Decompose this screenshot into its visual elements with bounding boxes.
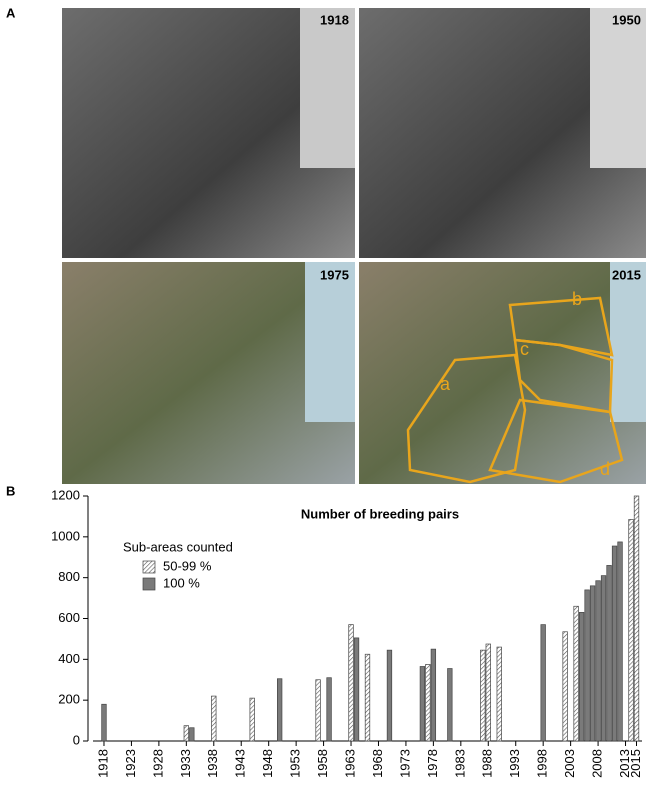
zone-label: d [600,459,610,479]
photo-year: 1975 [320,267,349,282]
sea [590,8,646,168]
bar [190,728,195,741]
y-tick-label: 400 [58,651,80,666]
bar [316,680,321,741]
x-tick-label: 1968 [370,749,385,778]
x-tick-label: 2008 [590,749,605,778]
x-tick-label: 1933 [178,749,193,778]
bar [102,704,107,741]
bar [612,546,617,741]
bar [431,649,436,741]
bar [607,565,612,741]
x-tick-label: 1938 [205,749,220,778]
bar [486,644,491,741]
x-tick-label: 1923 [123,749,138,778]
x-tick-label: 2015 [628,749,643,778]
bar [574,606,579,741]
panel-label: B [6,483,15,498]
bar [590,586,595,741]
bar [480,650,485,741]
bar [541,625,546,741]
legend-title: Sub-areas counted [123,539,233,554]
x-tick-label: 1998 [535,749,550,778]
bar [387,650,392,741]
bar [634,496,639,741]
bar [250,698,255,741]
bar [426,664,431,741]
bar [448,669,453,741]
bar [601,576,606,741]
x-tick-label: 1978 [425,749,440,778]
x-tick-label: 1918 [95,749,110,778]
bar [365,654,370,741]
x-tick-label: 1943 [233,749,248,778]
bar [184,726,189,741]
x-tick-label: 1948 [260,749,275,778]
photo-year: 2015 [612,267,641,282]
chart-title: Number of breeding pairs [301,506,459,521]
sea [305,262,355,422]
bar [579,612,584,741]
x-tick-label: 1963 [342,749,357,778]
legend-label: 50-99 % [163,558,212,573]
x-tick-label: 1928 [150,749,165,778]
x-tick-label: 2003 [562,749,577,778]
bar [349,625,354,741]
bar [211,696,216,741]
y-tick-label: 1200 [51,487,80,502]
photo-year: 1918 [320,12,349,27]
legend-swatch [143,578,155,590]
bar [277,679,282,741]
bar [420,666,425,741]
zone-label: c [520,339,529,359]
sea [610,262,646,422]
x-tick-label: 1983 [452,749,467,778]
y-tick-label: 200 [58,692,80,707]
panel-label: A [6,5,16,20]
legend-label: 100 % [163,575,200,590]
zone-label: a [440,374,451,394]
y-tick-label: 800 [58,569,80,584]
legend-swatch [143,561,155,573]
x-tick-label: 1993 [507,749,522,778]
bar [327,678,332,741]
figure: A 1918 1950 1975 2015 a b c d B Number o… [0,0,647,793]
y-tick-label: 1000 [51,528,80,543]
bar [629,519,634,741]
bar [596,581,601,741]
bar [618,542,623,741]
x-tick-label: 1988 [480,749,495,778]
bar [563,632,568,741]
sea [300,8,355,168]
bar [497,647,502,741]
photo [359,262,646,484]
photo-year: 1950 [612,12,641,27]
x-tick-label: 1973 [397,749,412,778]
zone-label: b [572,289,582,309]
x-tick-label: 1958 [315,749,330,778]
y-tick-label: 0 [73,732,80,747]
bar [585,590,590,741]
x-tick-label: 1953 [288,749,303,778]
y-tick-label: 600 [58,610,80,625]
bar [354,638,359,741]
